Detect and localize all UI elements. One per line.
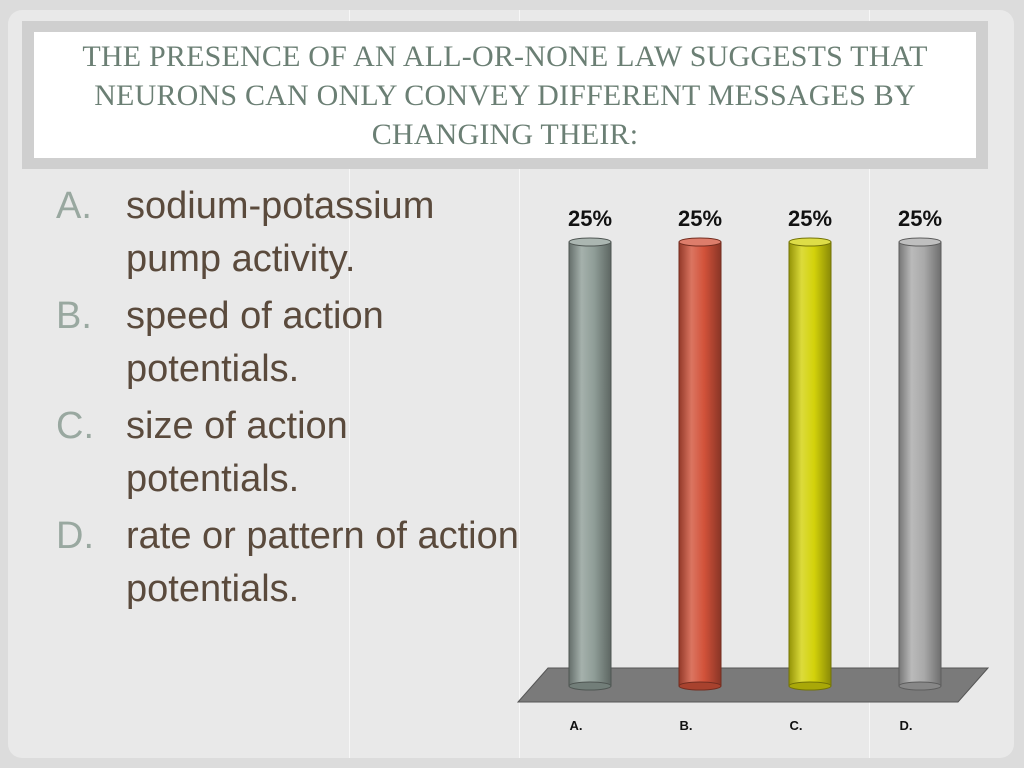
bar-base [568,681,612,691]
bar-base [788,681,832,691]
bar-cap [568,237,612,247]
answer-letter: D. [56,515,94,557]
answer-text: speed of action potentials. [126,295,384,390]
bar-data-label: 25% [898,206,942,231]
bar-data-label: 25% [678,206,722,231]
answer-option-d: D. rate or pattern of action potentials. [56,510,526,616]
bar-cap [678,237,722,247]
bar-base [898,681,942,691]
x-tick-label: A. [570,718,583,733]
bar-b [678,241,722,687]
answer-letter: B. [56,295,92,337]
x-tick-label: C. [790,718,803,733]
bar-base [678,681,722,691]
background-line [519,10,520,758]
bar-data-label: 25% [788,206,832,231]
title-panel: The presence of an all-or-none law sugge… [34,32,976,158]
bar-d [898,241,942,687]
answer-letter: A. [56,185,92,227]
x-tick-label: B. [680,718,693,733]
slide-title: The presence of an all-or-none law sugge… [82,39,928,151]
answer-option-c: C. size of action potentials. [56,400,526,506]
answer-text: size of action potentials. [126,405,348,500]
bar-data-label: 25% [568,206,612,231]
background-line [869,10,870,758]
chart-floor [516,667,990,703]
x-tick-label: D. [900,718,913,733]
bar-cap [788,237,832,247]
answer-text: sodium-potassium pump activity. [126,185,435,280]
answer-option-b: B. speed of action potentials. [56,290,526,396]
bar-a [568,241,612,687]
background-line [349,10,350,758]
answer-list: A. sodium-potassium pump activity. B. sp… [56,180,526,620]
bar-cap [898,237,942,247]
title-frame: The presence of an all-or-none law sugge… [22,21,988,169]
answer-text: rate or pattern of action potentials. [126,515,519,610]
answer-option-a: A. sodium-potassium pump activity. [56,180,526,286]
answer-letter: C. [56,405,94,447]
bar-c [788,241,832,687]
